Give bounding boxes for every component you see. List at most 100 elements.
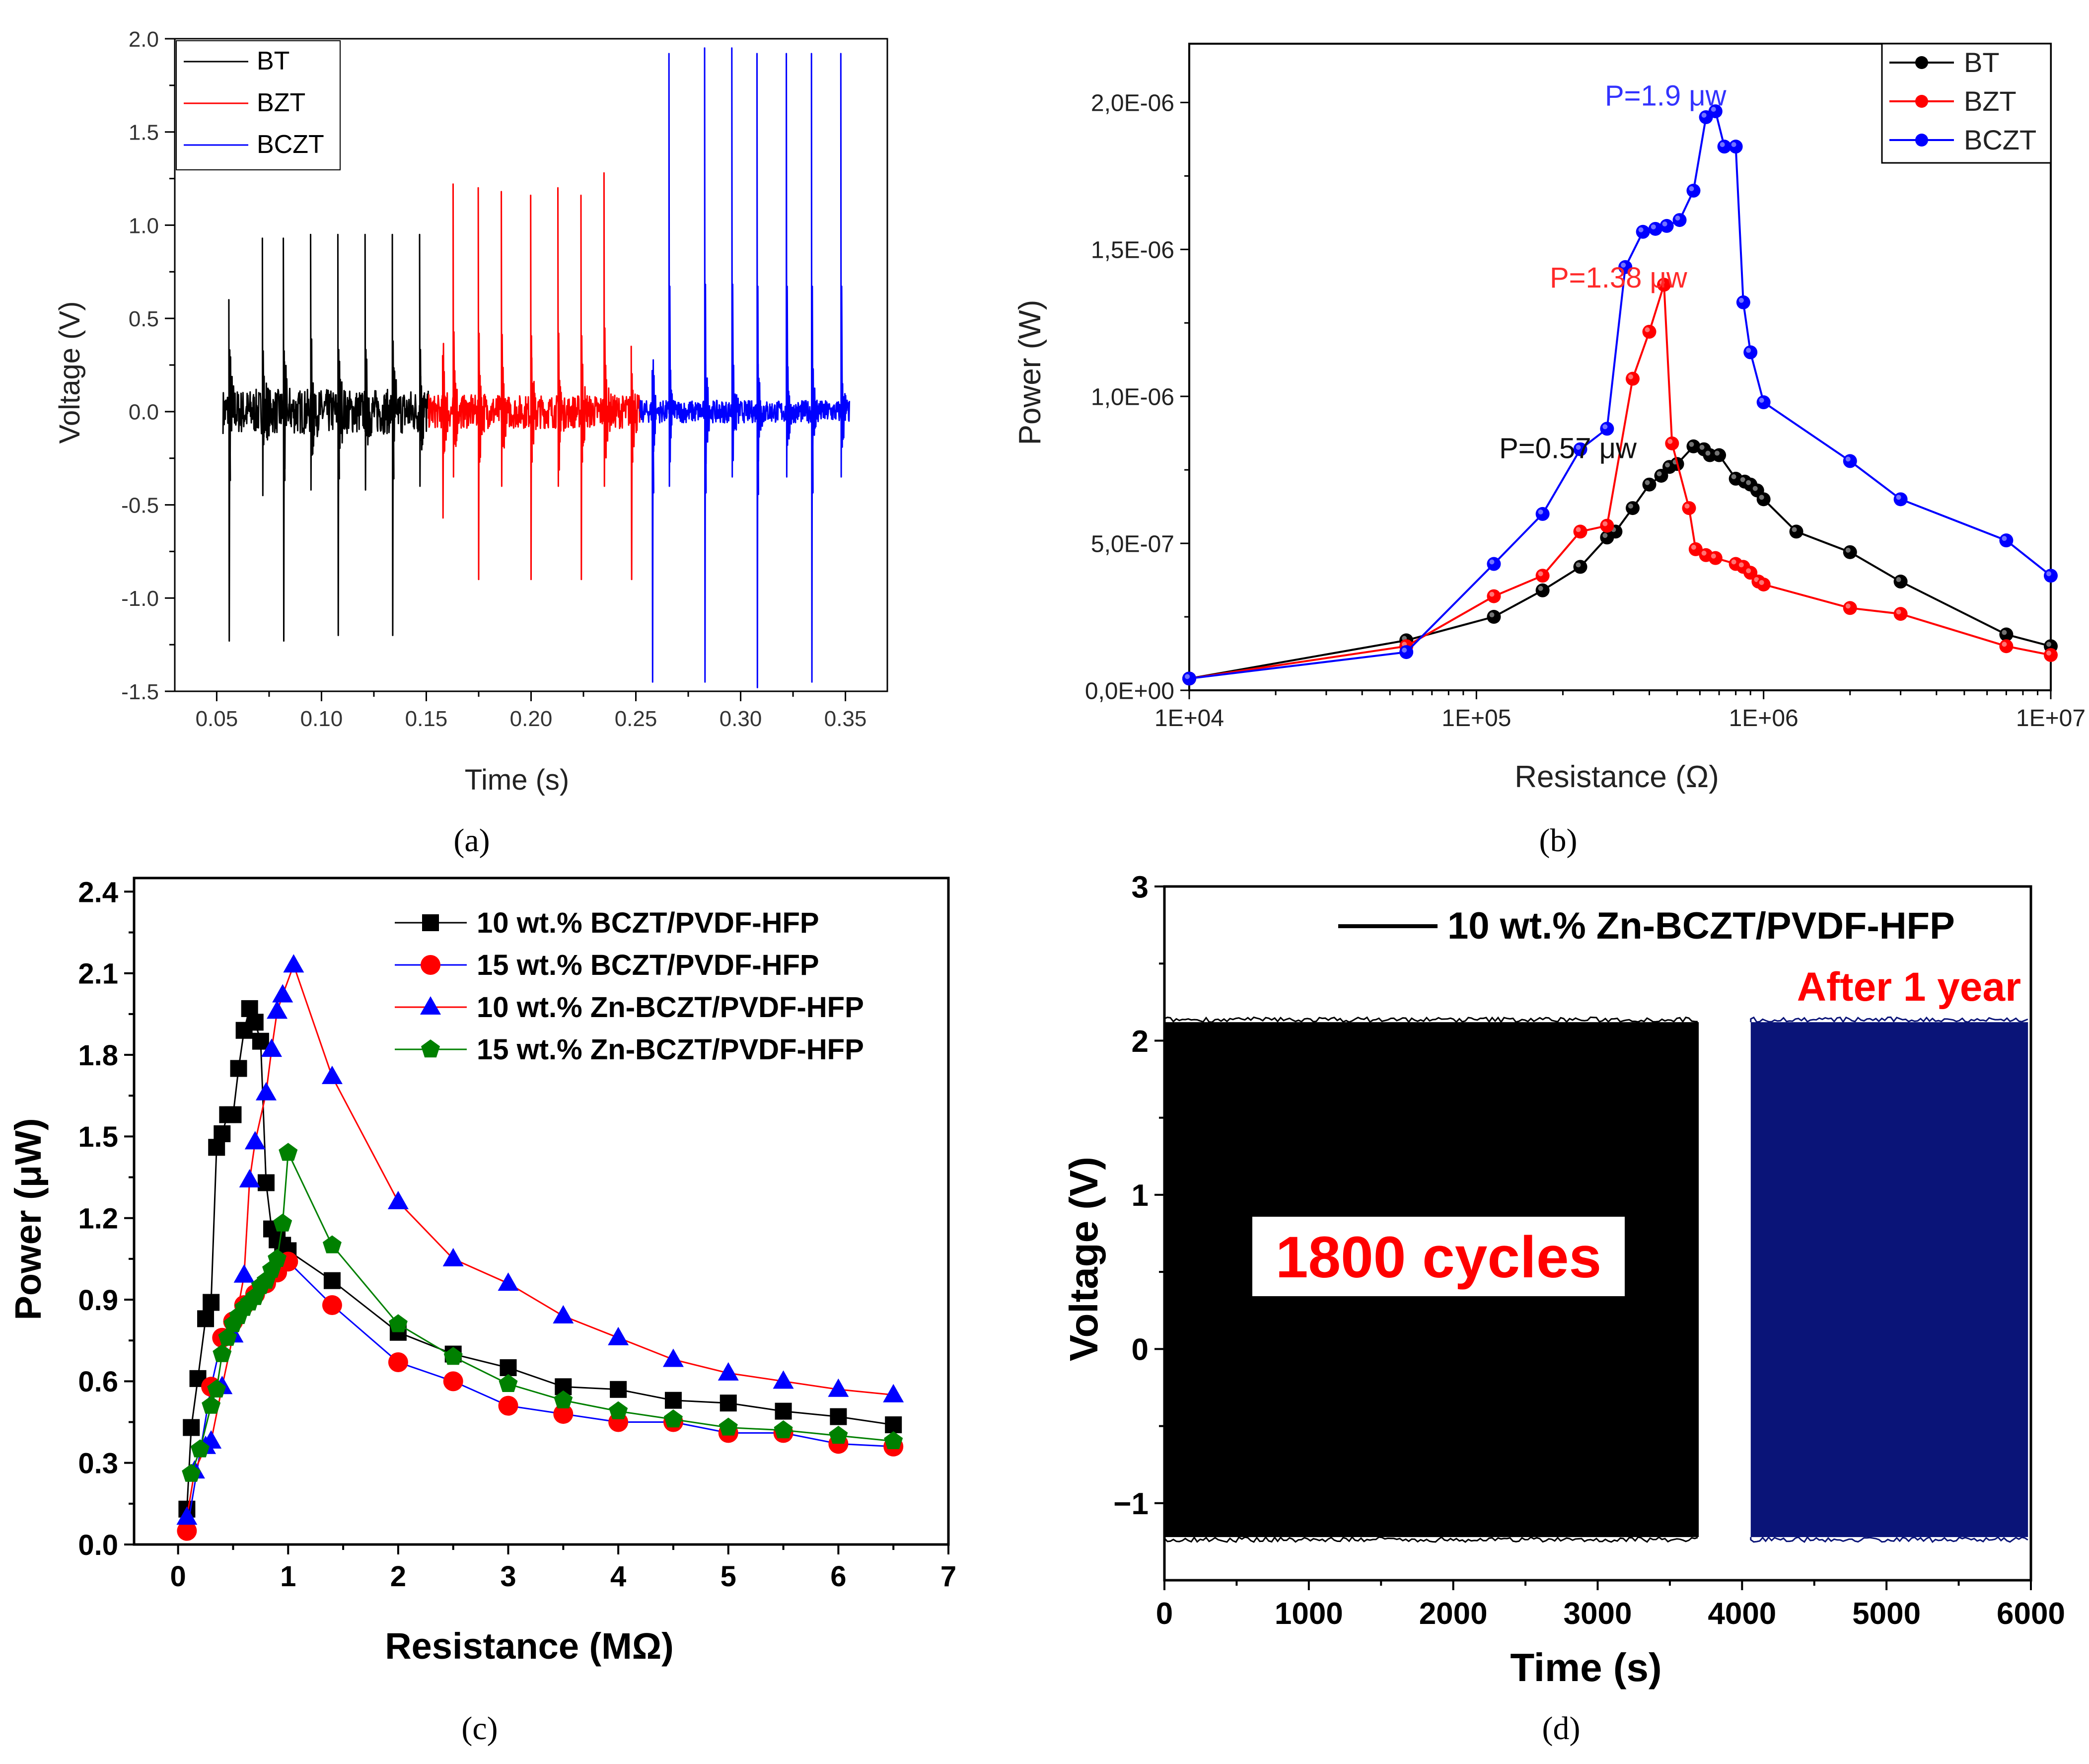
data-point-series-3 [609, 1401, 628, 1419]
data-point-highlight [1684, 504, 1690, 509]
legend-marker-2 [420, 996, 441, 1015]
data-point-series-2 [828, 1378, 849, 1397]
data-point-series-3 [663, 1409, 683, 1428]
legend-label-zn-bczt: 10 wt.% Zn-BCZT/PVDF-HFP [1447, 905, 1955, 947]
y-tick-label: 1.5 [129, 121, 159, 145]
data-point-highlight [1711, 553, 1716, 559]
data-point-highlight [1746, 480, 1751, 485]
data-point-series-2 [239, 1169, 260, 1188]
y-tick-label: 0.0 [129, 400, 159, 425]
data-point-highlight [1665, 462, 1670, 468]
panel-b-y-axis-title: Power (W) [1013, 300, 1047, 445]
panel-b-series [1182, 104, 2058, 686]
annotation-after-1-year: After 1 year [1797, 964, 2021, 1010]
x-tick-label: 6 [830, 1560, 846, 1593]
data-point-series-2 [498, 1272, 519, 1291]
data-point-highlight [1752, 486, 1758, 491]
y-tick-label: 1,0E-06 [1091, 384, 1174, 410]
data-point-bzt [1999, 639, 2014, 654]
data-point-series-0 [830, 1408, 847, 1425]
data-point-highlight [1701, 112, 1707, 118]
y-tick-label: 0.5 [129, 307, 159, 331]
y-tick-label: -1.5 [121, 680, 159, 704]
data-point-bzt [1843, 601, 1857, 615]
data-point-highlight [1185, 674, 1190, 679]
signal-envelope-top-1 [1750, 1016, 2028, 1024]
data-point-highlight [2002, 630, 2007, 635]
data-point-series-0 [203, 1294, 220, 1311]
data-point-highlight [1699, 444, 1705, 450]
data-point-series-3 [322, 1235, 342, 1253]
data-point-bczt [1672, 213, 1687, 227]
x-tick-label: 3 [500, 1560, 516, 1593]
x-tick-label: 1E+05 [1441, 705, 1511, 732]
data-point-series-3 [191, 1439, 210, 1458]
data-point-bczt [1487, 557, 1501, 571]
data-point-highlight [1538, 571, 1543, 577]
data-point-highlight [1731, 142, 1736, 147]
y-tick-label: 2.4 [78, 876, 118, 908]
data-point-highlight [1731, 474, 1736, 479]
legend-label-2: 10 wt.% Zn-BCZT/PVDF-HFP [477, 991, 864, 1024]
data-point-series-2 [883, 1384, 904, 1402]
data-point-highlight [1759, 398, 1764, 403]
data-point-series-2 [233, 1264, 255, 1283]
data-point-series-0 [664, 1392, 682, 1409]
data-point-series-2 [283, 954, 304, 973]
data-point-highlight [1645, 480, 1650, 485]
data-point-series-1 [177, 1521, 197, 1541]
data-point-bzt [1573, 524, 1587, 539]
data-point-highlight [1538, 509, 1543, 514]
data-point-highlight [1651, 224, 1656, 229]
y-tick-label: 1.5 [78, 1121, 118, 1153]
y-tick-label: 1,5E-06 [1091, 237, 1174, 264]
data-point-series-3 [279, 1143, 298, 1161]
x-tick-label: 1E+06 [1729, 705, 1799, 732]
series-line-bczt [639, 47, 851, 688]
data-point-bczt [1573, 442, 1587, 456]
data-point-highlight [1645, 327, 1650, 332]
data-point-series-0 [183, 1419, 200, 1436]
data-point-bzt [1600, 518, 1614, 533]
panel-b-plot-frame [1188, 43, 2052, 691]
y-tick-label: 2.1 [78, 958, 118, 990]
legend-label-bczt: BCZT [257, 130, 324, 159]
data-point-bt [1843, 545, 1857, 559]
data-point-highlight [1667, 439, 1673, 444]
data-point-bczt [1535, 507, 1550, 521]
data-point-highlight [1576, 527, 1581, 532]
annotation-2: P=0.57 μw [1499, 432, 1637, 464]
data-point-series-3 [207, 1379, 226, 1397]
panel-a-legend: BT BZT BCZT [176, 40, 341, 170]
signal-envelope-top-0 [1163, 1016, 1698, 1024]
x-tick-label: 0.20 [510, 707, 553, 731]
series-line-bt [222, 233, 429, 642]
x-tick-label: 0.25 [615, 707, 657, 731]
series-line-bczt [1189, 110, 2052, 680]
data-point-series-0 [230, 1060, 247, 1077]
data-point-highlight [1746, 568, 1751, 574]
panel-d-label: (d) [1542, 1710, 1581, 1747]
panel-b-legend: BT BZT BCZT [1881, 43, 2052, 164]
annotation-1800-cycles-background [1252, 1217, 1625, 1296]
data-point-series-3 [182, 1464, 201, 1482]
annotation-1: P=1.38 μw [1550, 262, 1688, 294]
data-point-highlight [1705, 450, 1711, 456]
data-point-highlight [1715, 450, 1720, 456]
data-point-highlight [1746, 348, 1751, 353]
data-point-highlight [1738, 297, 1744, 303]
panel-d-x-axis-title: Time (s) [1510, 1645, 1661, 1690]
panel-b-axis-ticks: 1E+04 1E+05 1E+06 1E+07 0,0E+00 5,0E-07 1,0E-0… [1085, 90, 2086, 732]
data-point-highlight [1731, 559, 1736, 565]
x-tick-label: 4 [610, 1560, 626, 1593]
data-point-bzt [2044, 648, 2058, 662]
panel-a-label: (a) [453, 822, 490, 859]
data-point-series-1 [498, 1396, 518, 1416]
data-point-series-3 [499, 1374, 518, 1392]
data-point-highlight [1689, 186, 1694, 191]
data-point-highlight [1538, 586, 1543, 591]
x-tick-label: 0 [1156, 1597, 1173, 1631]
data-point-highlight [1691, 544, 1696, 550]
data-point-series-3 [213, 1344, 232, 1362]
data-point-highlight [1689, 441, 1694, 447]
